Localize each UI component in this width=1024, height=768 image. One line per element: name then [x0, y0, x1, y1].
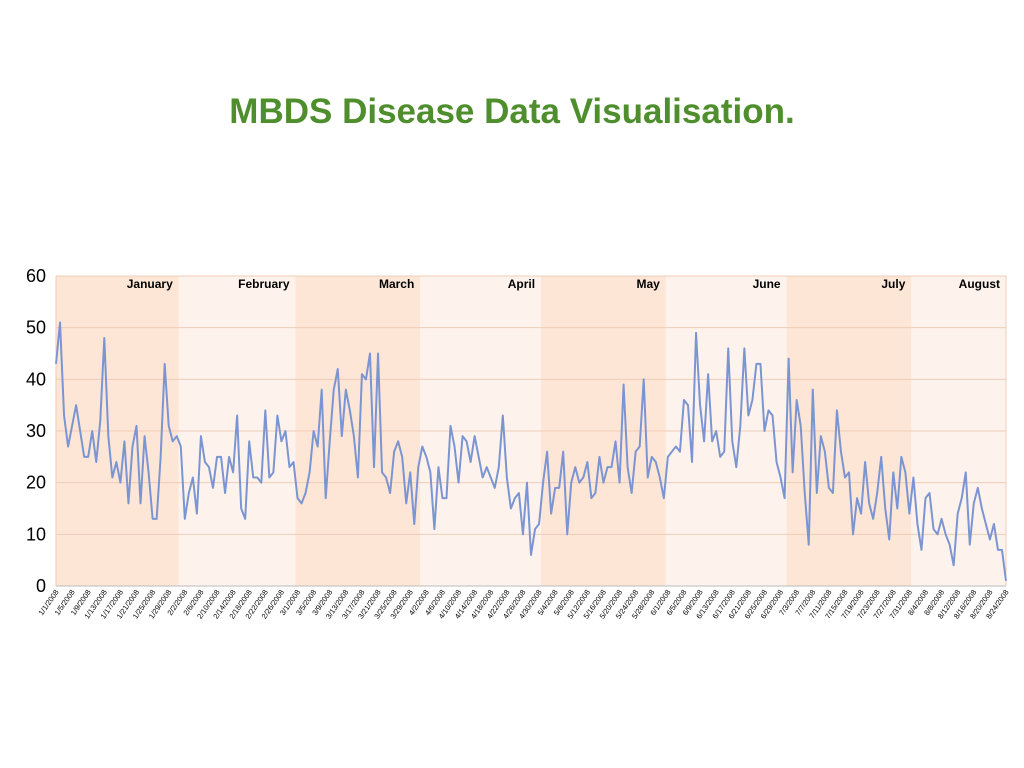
- month-label-may: May: [637, 277, 661, 291]
- month-label-june: June: [753, 277, 781, 291]
- month-label-march: March: [379, 277, 414, 291]
- month-label-april: April: [508, 277, 535, 291]
- series-layer: [55, 321, 1007, 581]
- month-label-january: January: [127, 277, 173, 291]
- y-tick-label: 40: [26, 369, 46, 389]
- y-tick-label: 0: [36, 576, 46, 596]
- y-axis-ticks: 0 10 20 30 40 50 60: [26, 266, 46, 596]
- y-tick-label: 10: [26, 524, 46, 544]
- page-title: MBDS Disease Data Visualisation.: [229, 92, 795, 131]
- y-tick-label: 30: [26, 421, 46, 441]
- y-tick-label: 20: [26, 473, 46, 493]
- x-axis-ticks: 1/1/20081/5/20081/9/20081/13/20081/17/20…: [37, 588, 1011, 621]
- y-tick-label: 50: [26, 318, 46, 338]
- month-label-august: August: [959, 277, 1000, 291]
- series-line-daily-cases: [55, 321, 1007, 581]
- month-labels: January February March April May June July Augu…: [127, 277, 1000, 291]
- gridlines: [55, 275, 1007, 586]
- month-label-february: February: [238, 277, 290, 291]
- month-label-july: July: [881, 277, 905, 291]
- y-tick-label: 60: [26, 266, 46, 286]
